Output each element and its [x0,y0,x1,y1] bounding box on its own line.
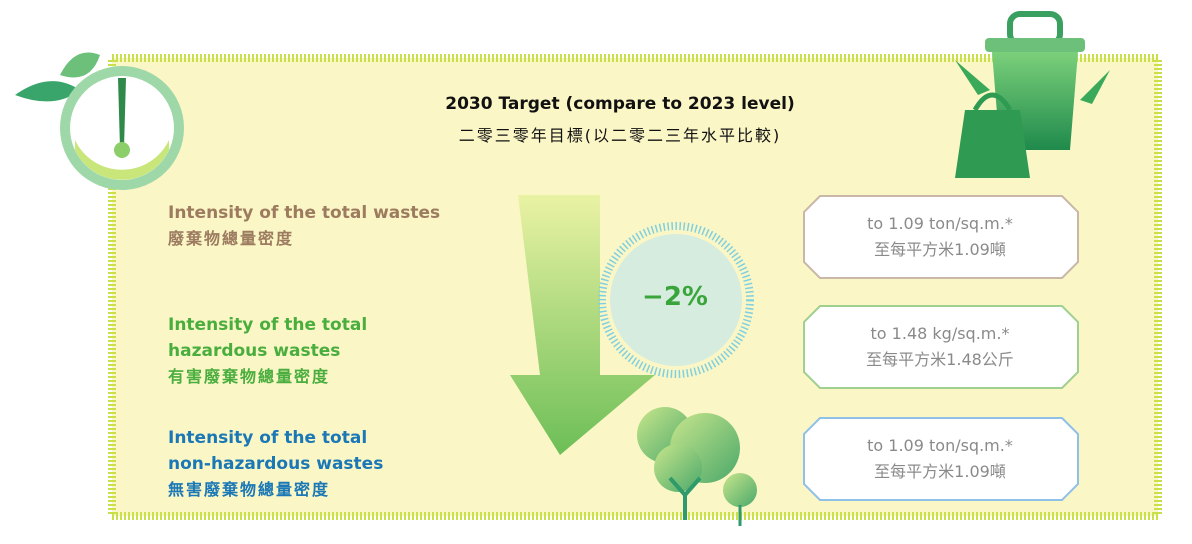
label-en: Intensity of the total hazardous wastes [168,312,398,364]
label-zh: 無害廢棄物總量密度 [168,477,418,503]
target-text: to 1.09 ton/sq.m.* 至每平方米1.09噸 [804,419,1076,499]
label-zh: 廢棄物總量密度 [168,226,418,252]
target-zh: 至每平方米1.48公斤 [866,347,1014,373]
title-zh: 二零三零年目標(以二零二三年水平比較) [360,122,880,146]
target-zh: 至每平方米1.09噸 [874,237,1006,263]
item-label: Intensity of the total non-hazardous was… [168,425,418,503]
target-text: to 1.48 kg/sq.m.* 至每平方米1.48公斤 [804,307,1076,387]
item-label: Intensity of the total wastes 廢棄物總量密度 [168,200,418,252]
target-text: to 1.09 ton/sq.m.* 至每平方米1.09噸 [804,197,1076,277]
target-en: to 1.09 ton/sq.m.* [867,433,1013,459]
infographic: 2030 Target (compare to 2023 level) 二零三零… [0,0,1192,544]
target-zh: 至每平方米1.09噸 [874,459,1006,485]
label-zh: 有害廢棄物總量密度 [168,364,418,390]
title-en: 2030 Target (compare to 2023 level) [360,94,880,114]
label-en: Intensity of the total non-hazardous was… [168,425,398,477]
item-label: Intensity of the total hazardous wastes … [168,312,418,390]
target-en: to 1.09 ton/sq.m.* [867,211,1013,237]
label-en: Intensity of the total wastes [168,200,488,226]
reduction: −2% [605,282,745,312]
target-en: to 1.48 kg/sq.m.* [871,321,1010,347]
